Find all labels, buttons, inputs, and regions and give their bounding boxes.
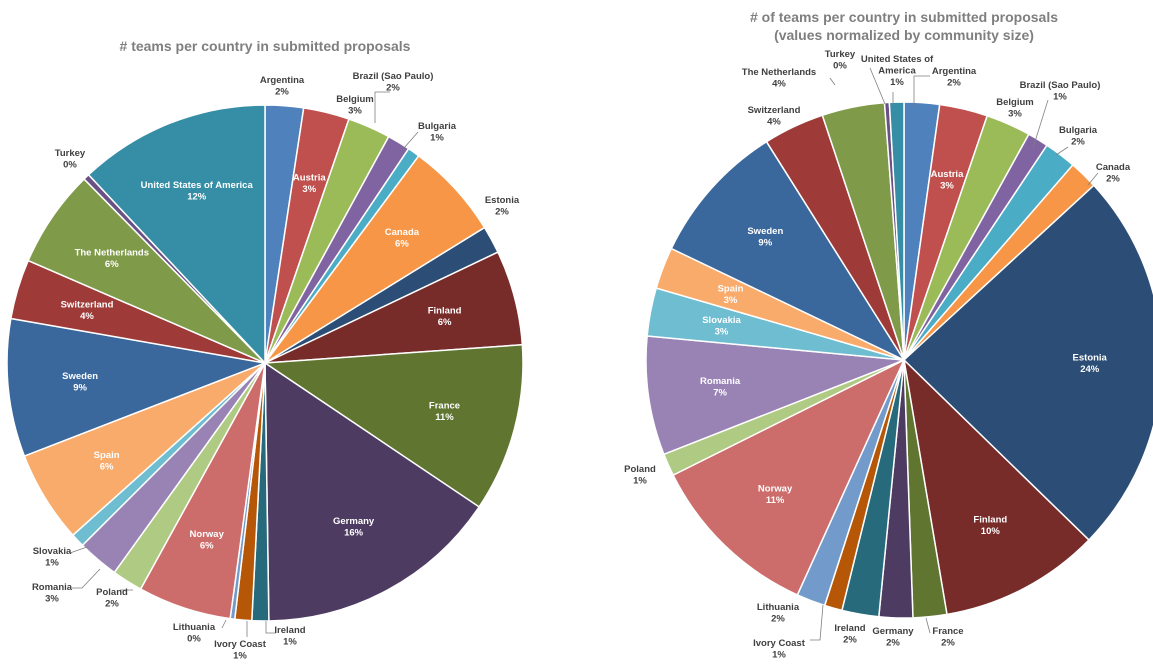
pie-slice-finland: [902, 357, 1090, 616]
slice-label: Belgium 3%: [996, 97, 1033, 120]
slice-label: Ireland 2%: [834, 623, 865, 646]
slice-label: The Netherlands 4%: [742, 67, 816, 90]
pie-slice-france: [262, 343, 524, 508]
slice-label: Spain 6%: [94, 450, 120, 473]
pie-slices: [6, 104, 524, 622]
slice-label: Poland 1%: [624, 464, 656, 487]
slice-labels: Argentina 2% Austria 3% Belgium 3%Brazil (Sao…: [624, 49, 1131, 661]
slice-label: United States of America 12%: [141, 180, 254, 203]
slice-label: France 2%: [932, 626, 963, 649]
slice-label: Spain 3%: [718, 284, 744, 307]
leader-line: [69, 546, 88, 554]
pie-slice-norway: [672, 358, 906, 596]
slice-label: Austria 3%: [293, 172, 326, 195]
slice-label: Argentina 2%: [932, 66, 977, 89]
slice-label: Turkey 0%: [825, 49, 856, 72]
pie-slice-romania: [645, 335, 905, 456]
pie-slice-united-states-of-america: [888, 101, 905, 361]
slice-label: Canada 6%: [385, 227, 420, 250]
pie-slices: [645, 101, 1153, 619]
leader-line: [265, 621, 276, 634]
leader-line: [829, 77, 836, 86]
pie-slice-germany: [264, 361, 481, 622]
slice-label: Estonia 2%: [485, 195, 520, 218]
leader-line: [403, 131, 419, 149]
slice-label: Romania 3%: [32, 582, 73, 605]
leader-line: [1032, 99, 1049, 149]
pie-chart-teams-normalized: # of teams per country in submitted prop…: [624, 9, 1153, 660]
leader-line: [925, 617, 931, 634]
leader-lines: [810, 67, 1099, 641]
slice-label: Finland 6%: [428, 305, 462, 328]
slice-label: United States of America 1%: [861, 54, 934, 88]
slice-label: Belgium 3%: [336, 94, 373, 117]
chart-title: # of teams per country in submitted prop…: [750, 9, 1058, 25]
slice-label: Sweden 9%: [747, 226, 783, 249]
slice-label: Poland 2%: [96, 587, 128, 610]
slice-label: Norway 6%: [190, 529, 225, 552]
leader-line: [221, 619, 227, 629]
slice-label: The Netherlands 6%: [75, 248, 149, 271]
leader-line: [374, 91, 390, 123]
leader-line: [913, 75, 930, 106]
slice-label: Slovakia 1%: [33, 546, 72, 569]
pie-slice-united-states-of-america: [87, 104, 266, 365]
slice-label: Argentina 2%: [260, 75, 305, 98]
slice-label: Switzerland 4%: [61, 300, 114, 323]
slice-label: Germany 16%: [333, 516, 375, 539]
slice-label: Slovakia 3%: [702, 315, 741, 338]
slice-label: Brazil (Sao Paulo) 2%: [353, 71, 434, 94]
slice-label: Germany 2%: [872, 626, 914, 649]
slice-label: Norway 11%: [758, 484, 793, 507]
slice-label: Bulgaria 1%: [418, 121, 457, 144]
slice-label: Ivory Coast 1%: [214, 639, 267, 662]
leader-line: [1087, 172, 1099, 186]
pie-slice-sweden: [670, 140, 907, 362]
leader-line: [72, 568, 101, 589]
pie-slice-sweden: [6, 317, 268, 458]
slice-label: Ireland 1%: [274, 625, 305, 648]
slice-label: Lithuania 0%: [173, 622, 216, 645]
slice-label: France 11%: [429, 401, 460, 424]
slice-label: Ivory Coast 1%: [753, 638, 806, 661]
slice-label: Bulgaria 2%: [1059, 125, 1098, 148]
slice-label: Austria 3%: [931, 169, 964, 192]
slice-label: Canada 2%: [1096, 162, 1131, 185]
slice-label: Lithuania 2%: [757, 602, 800, 625]
slice-label: Finland 10%: [973, 514, 1007, 537]
chart-title: # teams per country in submitted proposa…: [120, 38, 411, 54]
pie-slice-estonia: [902, 184, 1153, 542]
slice-label: Estonia 24%: [1073, 352, 1108, 375]
slice-labels: Argentina 2% Austria 3% Belgium 3%Brazil (Sao…: [32, 71, 520, 662]
slice-label: Switzerland 4%: [748, 105, 801, 128]
leader-line: [869, 67, 886, 105]
slice-label: Brazil (Sao Paulo) 1%: [1020, 80, 1101, 103]
leader-lines: [69, 91, 419, 637]
pie-chart-teams-per-country: # teams per country in submitted proposa…: [6, 38, 524, 662]
slice-label: Sweden 9%: [62, 371, 98, 394]
slice-label: Romania 7%: [700, 376, 741, 399]
leader-line: [1055, 146, 1069, 156]
chart-subtitle: (values normalized by community size): [774, 27, 1034, 43]
leader-line: [810, 604, 824, 641]
slice-label: Turkey 0%: [55, 148, 86, 171]
